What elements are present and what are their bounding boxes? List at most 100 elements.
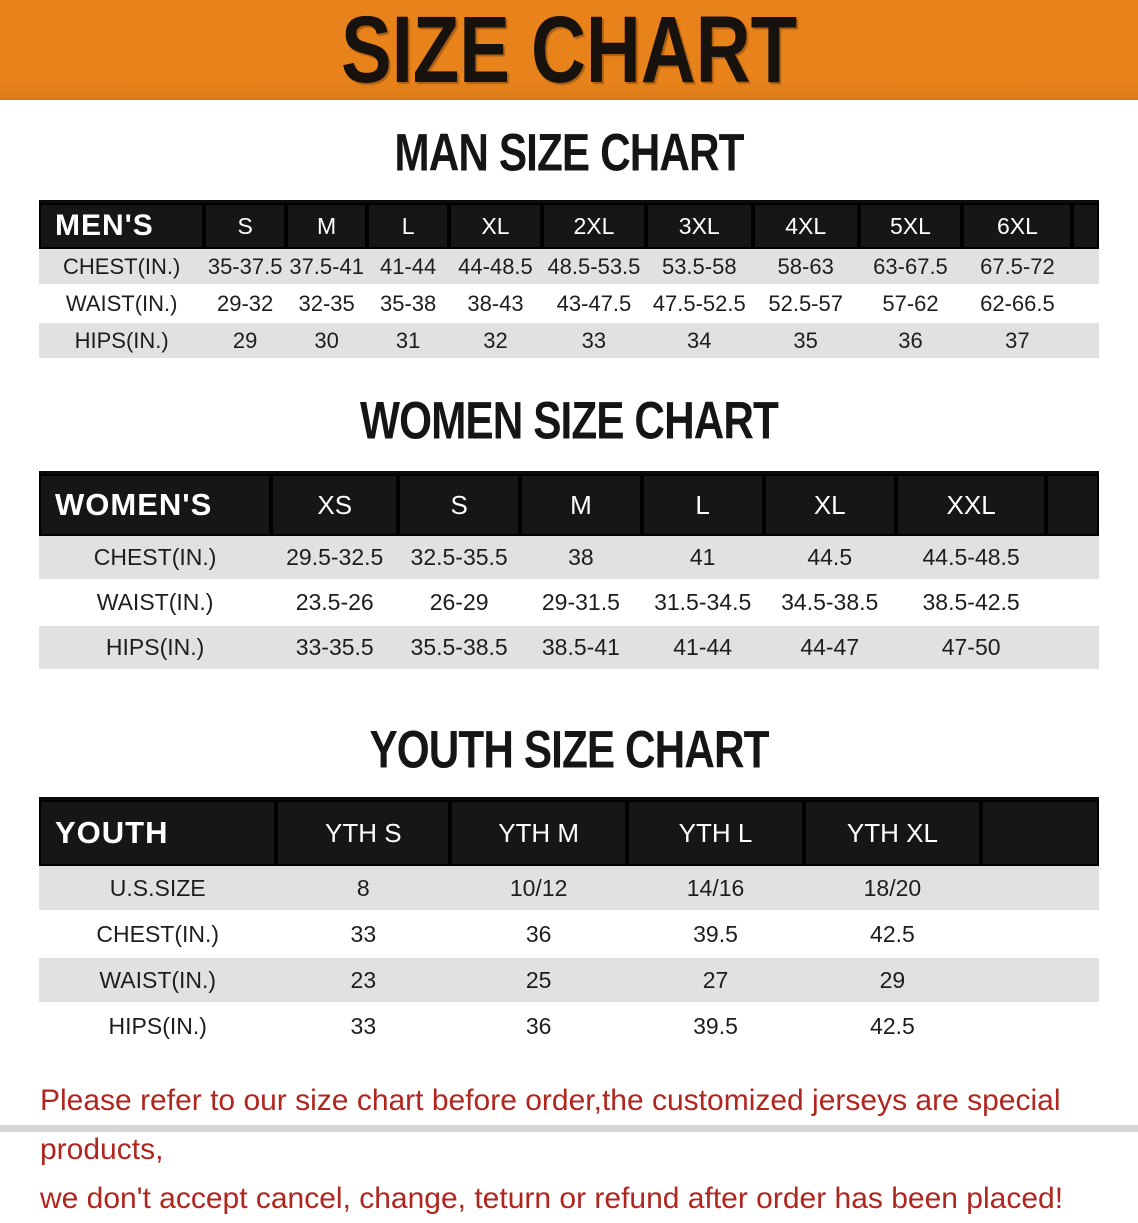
bottom-edge-strip (0, 1125, 1138, 1132)
disclaimer-line-2: we don't accept cancel, change, teturn o… (40, 1182, 1064, 1215)
filler-cell (980, 957, 1099, 1004)
table-title-cell: YOUTH (39, 798, 277, 866)
table-row: HIPS(IN.) 33 36 39.5 42.5 (39, 1003, 1099, 1050)
value-cell: 39.5 (627, 1003, 804, 1050)
table-row: U.S.SIZE 8 10/12 14/16 18/20 (39, 866, 1099, 912)
value-cell: 41-44 (367, 249, 449, 286)
value-cell: 44-47 (763, 625, 896, 671)
value-cell: 36 (450, 911, 628, 958)
row-label-cell: WAIST(IN.) (39, 580, 272, 626)
filler-cell (980, 866, 1099, 912)
table-title-cell: WOMEN'S (39, 472, 272, 536)
filler-cell (1046, 625, 1099, 671)
filler-cell (980, 911, 1099, 958)
filler-cell (1072, 201, 1099, 249)
value-cell: 31.5-34.5 (641, 580, 764, 626)
value-cell: 29-31.5 (520, 580, 642, 626)
value-cell: 47-50 (895, 625, 1047, 671)
value-cell: 57-62 (858, 285, 963, 323)
value-cell: 32.5-35.5 (398, 536, 521, 581)
size-column-header: 4XL (752, 201, 859, 249)
value-cell: 62-66.5 (962, 285, 1073, 323)
table-row: CHEST(IN.) 29.5-32.5 32.5-35.5 38 41 44.5 44.5… (39, 536, 1099, 581)
value-cell: 30 (285, 322, 368, 360)
table-row: HIPS(IN.) 33-35.5 35.5-38.5 38.5-41 41-44 44-… (39, 625, 1099, 671)
women-size-chart-heading: WOMEN SIZE CHART (360, 390, 779, 450)
value-cell: 42.5 (803, 1003, 981, 1050)
value-cell: 39.5 (627, 911, 804, 958)
size-column-header: XL (448, 201, 543, 249)
value-cell: 37 (962, 322, 1073, 360)
value-cell: 37.5-41 (285, 249, 368, 286)
table-row: CHEST(IN.) 33 36 39.5 42.5 (39, 911, 1099, 958)
row-label-cell: WAIST(IN.) (39, 285, 205, 323)
value-cell: 35.5-38.5 (398, 625, 521, 671)
value-cell: 35-37.5 (204, 249, 286, 286)
row-label-cell: U.S.SIZE (39, 866, 277, 912)
youth-size-table: YOUTH YTH S YTH M YTH L YTH XL U.S.SIZE 8 10/12… (39, 797, 1099, 1050)
table-header-row: WOMEN'S XS S M L XL XXL (39, 472, 1099, 536)
size-column-header: 6XL (962, 201, 1073, 249)
value-cell: 32-35 (285, 285, 368, 323)
value-cell: 52.5-57 (752, 285, 859, 323)
value-cell: 63-67.5 (858, 249, 963, 286)
value-cell: 29.5-32.5 (271, 536, 399, 581)
page-title: SIZE CHART (341, 0, 797, 102)
value-cell: 25 (450, 957, 628, 1004)
filler-cell (1072, 249, 1099, 286)
filler-cell (1046, 536, 1099, 581)
value-cell: 34.5-38.5 (763, 580, 896, 626)
value-cell: 47.5-52.5 (645, 285, 753, 323)
filler-cell (980, 798, 1099, 866)
value-cell: 10/12 (450, 866, 628, 912)
value-cell: 38 (520, 536, 642, 581)
value-cell: 35 (752, 322, 859, 360)
row-label-cell: CHEST(IN.) (39, 249, 205, 286)
value-cell: 14/16 (627, 866, 804, 912)
row-label-cell: CHEST(IN.) (39, 911, 277, 958)
size-column-header: YTH S (276, 798, 451, 866)
value-cell: 38.5-42.5 (895, 580, 1047, 626)
size-column-header: XXL (895, 472, 1047, 536)
table-row: WAIST(IN.) 23 25 27 29 (39, 957, 1099, 1004)
size-column-header: YTH M (450, 798, 628, 866)
value-cell: 44.5-48.5 (895, 536, 1047, 581)
value-cell: 44.5 (763, 536, 896, 581)
value-cell: 38.5-41 (520, 625, 642, 671)
row-label-cell: WAIST(IN.) (39, 957, 277, 1004)
value-cell: 33 (276, 1003, 451, 1050)
row-label-cell: HIPS(IN.) (39, 625, 272, 671)
table-header-row: YOUTH YTH S YTH M YTH L YTH XL (39, 798, 1099, 866)
size-column-header: 3XL (645, 201, 753, 249)
table-header-row: MEN'S S M L XL 2XL 3XL 4XL 5XL 6XL (39, 201, 1099, 249)
table-row: HIPS(IN.) 29 30 31 32 33 34 35 36 37 (39, 322, 1099, 360)
filler-cell (1072, 322, 1099, 360)
men-size-table: MEN'S S M L XL 2XL 3XL 4XL 5XL 6XL CHEST(IN.) 35-37… (39, 200, 1099, 360)
value-cell: 67.5-72 (962, 249, 1073, 286)
value-cell: 42.5 (803, 911, 981, 958)
value-cell: 58-63 (752, 249, 859, 286)
value-cell: 35-38 (367, 285, 449, 323)
row-label-cell: HIPS(IN.) (39, 1003, 277, 1050)
value-cell: 8 (276, 866, 451, 912)
filler-cell (1046, 472, 1099, 536)
filler-cell (1072, 285, 1099, 323)
table-row: CHEST(IN.) 35-37.5 37.5-41 41-44 44-48.5 48.5… (39, 249, 1099, 286)
row-label-cell: HIPS(IN.) (39, 322, 205, 360)
size-column-header: 5XL (858, 201, 963, 249)
value-cell: 36 (450, 1003, 628, 1050)
size-column-header: YTH XL (803, 798, 981, 866)
filler-cell (1046, 580, 1099, 626)
value-cell: 34 (645, 322, 753, 360)
size-column-header: YTH L (627, 798, 804, 866)
value-cell: 48.5-53.5 (542, 249, 646, 286)
value-cell: 33-35.5 (271, 625, 399, 671)
value-cell: 26-29 (398, 580, 521, 626)
table-row: WAIST(IN.) 29-32 32-35 35-38 38-43 43-47.5 47.… (39, 285, 1099, 323)
value-cell: 31 (367, 322, 449, 360)
value-cell: 33 (276, 911, 451, 958)
size-column-header: XL (763, 472, 896, 536)
value-cell: 23 (276, 957, 451, 1004)
size-column-header: L (641, 472, 764, 536)
value-cell: 41-44 (641, 625, 764, 671)
